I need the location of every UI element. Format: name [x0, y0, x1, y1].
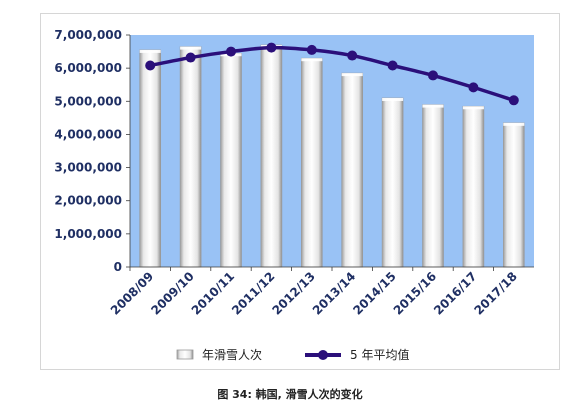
avg-point-2013-14	[347, 50, 358, 61]
bar-cap	[422, 104, 444, 108]
legend-bar-label: 年滑雪人次	[202, 348, 262, 362]
x-tick-label: 2010/11	[189, 269, 237, 317]
x-tick-label: 2013/14	[310, 269, 358, 317]
y-tick-label: 7,000,000	[54, 28, 122, 42]
x-tick-label: 2012/13	[269, 269, 317, 317]
bar-2008-09	[139, 49, 162, 268]
avg-point-2017-18	[508, 95, 519, 106]
x-tick-label: 2016/17	[431, 269, 479, 317]
legend: 年滑雪人次 5 年平均值	[176, 347, 409, 362]
avg-point-2008-09	[145, 60, 156, 71]
x-tick-label: 2015/16	[391, 269, 439, 317]
y-tick-label: 2,000,000	[54, 194, 122, 208]
bar-2012-13	[300, 57, 323, 268]
bar-2014-15	[381, 97, 404, 268]
bar-2010-11	[220, 52, 242, 268]
bar-cap	[503, 122, 525, 126]
x-tick-label: 2009/10	[148, 269, 196, 317]
y-tick-label: 3,000,000	[54, 161, 122, 175]
five-year-average-line	[149, 45, 515, 102]
avg-point-2011-12	[266, 42, 277, 53]
ski-visits-chart: 0 1,000,000 2,000,000 3,000,000 4,000,000 5,0…	[54, 28, 534, 362]
bar-2009-10	[179, 46, 202, 268]
legend-line-label: 5 年平均值	[350, 347, 409, 362]
bar-cap	[180, 46, 202, 50]
y-tick-label: 4,000,000	[54, 127, 122, 141]
y-tick-label: 6,000,000	[54, 61, 122, 75]
bar-2015-16	[422, 104, 444, 268]
avg-point-2014-15	[387, 60, 398, 71]
avg-point-2010-11	[226, 46, 236, 57]
bar-2011-12	[260, 44, 283, 268]
x-tick-label: 2014/15	[350, 269, 398, 317]
avg-point-2009-10	[185, 52, 196, 63]
bar-2017-18	[502, 122, 525, 268]
bar-cap	[462, 106, 484, 110]
chart-frame: 0 1,000,000 2,000,000 3,000,000 4,000,000 5,0…	[40, 13, 560, 370]
avg-point-2016-17	[468, 82, 479, 93]
x-tick-label: 2017/18	[471, 269, 519, 317]
bar-cap	[382, 97, 404, 101]
x-tick-label: 2011/12	[229, 269, 277, 317]
avg-point-2012-13	[306, 44, 317, 55]
y-tick-label: 1,000,000	[54, 227, 122, 241]
bar-cap	[301, 58, 323, 62]
bar-cap	[341, 73, 363, 77]
bar-cap	[139, 49, 161, 53]
y-tick-label: 5,000,000	[54, 94, 122, 108]
avg-point-2015-16	[428, 70, 438, 81]
y-tick-label: 0	[114, 260, 122, 274]
legend-bar-swatch	[176, 349, 194, 360]
bar-2013-14	[341, 72, 364, 268]
figure-caption: 图 34: 韩国, 滑雪人次的变化	[217, 388, 363, 401]
legend-line-marker	[318, 350, 328, 360]
bar-2016-17	[462, 105, 485, 268]
x-tick-label: 2008/09	[108, 269, 156, 317]
